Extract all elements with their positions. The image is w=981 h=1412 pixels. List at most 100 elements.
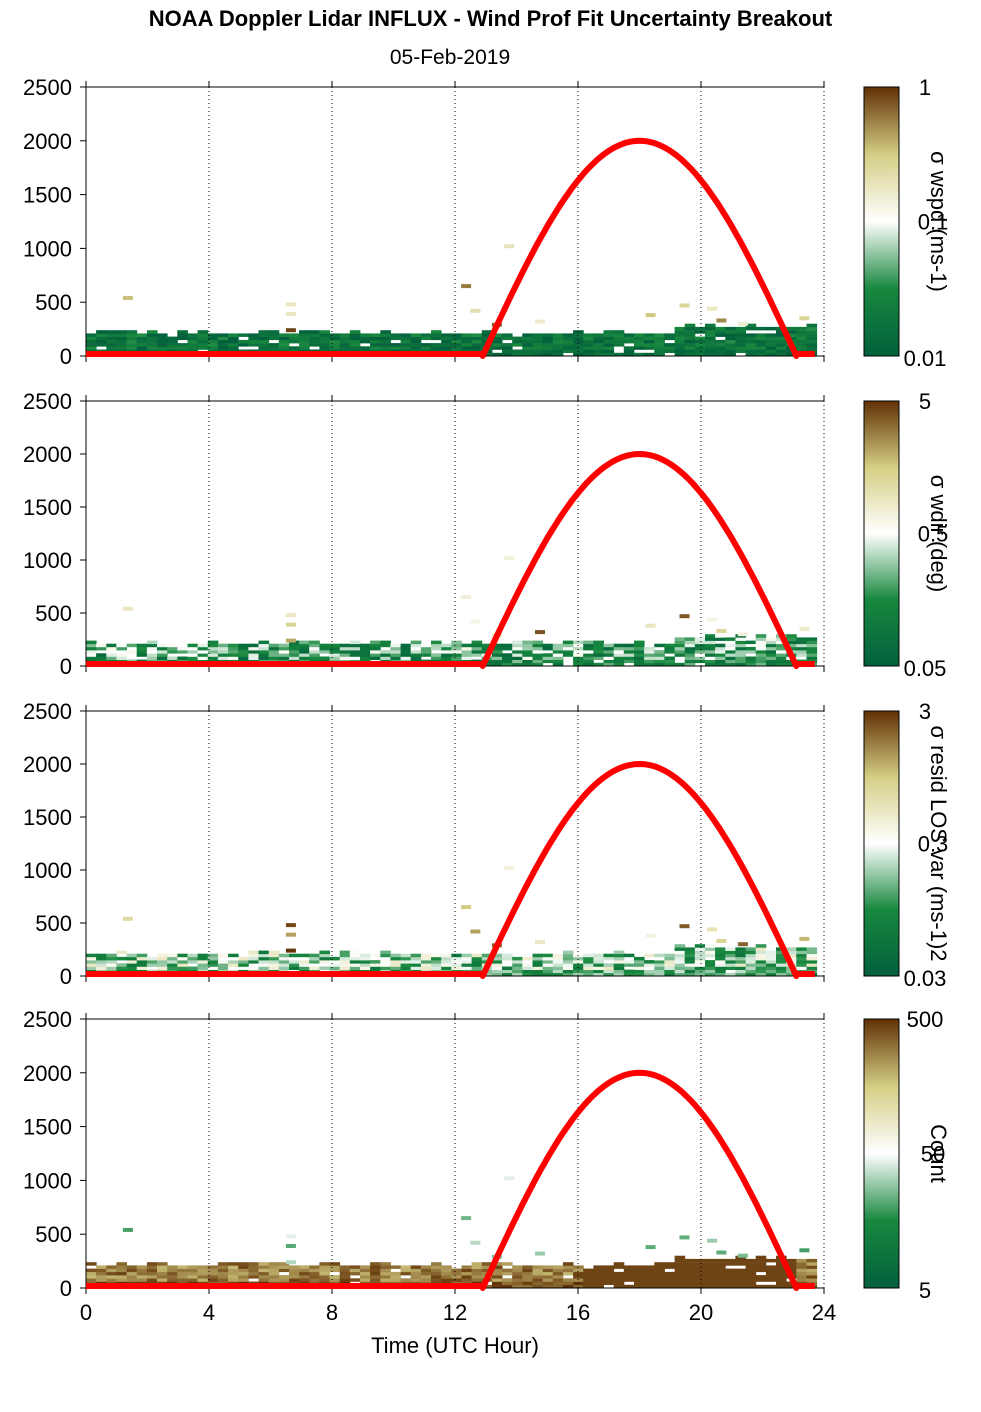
heatmap-cell [390, 1265, 401, 1269]
heatmap-cells [86, 1176, 818, 1289]
heatmap-cell [755, 343, 767, 347]
heatmap-cell [715, 1278, 726, 1282]
heatmap-cell [634, 963, 645, 967]
heatmap-cell [309, 1271, 320, 1276]
heatmap-cell [106, 346, 117, 350]
heatmap-cell [400, 963, 412, 967]
heatmap-cell [735, 1284, 746, 1289]
heatmap-cell [451, 339, 462, 344]
heatmap-cell [441, 956, 452, 961]
heatmap-cell [562, 1262, 574, 1266]
heatmap-cell [248, 1275, 259, 1279]
heatmap-cell [532, 656, 544, 660]
heatmap-echo [122, 1227, 133, 1232]
heatmap-echo [461, 905, 472, 910]
heatmap-cell [623, 653, 635, 657]
heatmap-cell [146, 653, 158, 657]
heatmap-cell [86, 646, 97, 651]
heatmap-cell [786, 330, 797, 334]
heatmap-cell [370, 960, 381, 964]
heatmap-cell [583, 646, 594, 651]
heatmap-cell [745, 349, 757, 353]
heatmap-cell [278, 956, 290, 961]
heatmap-echo [535, 1251, 545, 1256]
heatmap-cell [593, 963, 604, 967]
heatmap-cell [725, 349, 736, 353]
heatmap-cell [715, 1262, 726, 1266]
heatmap-cell [765, 1278, 777, 1282]
heatmap-cell [471, 343, 483, 347]
heatmap-cell [806, 333, 818, 337]
heatmap-cell [136, 960, 148, 964]
heatmap-cell [217, 656, 229, 660]
heatmap-cell [187, 653, 199, 657]
heatmap-cell [674, 1255, 686, 1260]
heatmap-cell [684, 1258, 696, 1263]
heatmap-cell [96, 339, 107, 344]
heatmap-cell [451, 346, 462, 350]
heatmap-cell [238, 960, 249, 964]
heatmap-cell [96, 963, 107, 967]
heatmap-cell [299, 1265, 310, 1269]
heatmap-cell [451, 656, 462, 660]
heatmap-cell [86, 640, 97, 645]
heatmap-cell [491, 956, 503, 961]
heatmap-cell [157, 960, 168, 964]
heatmap-cell [796, 336, 807, 341]
heatmap-cell [197, 330, 209, 334]
heatmap-cell [207, 640, 219, 645]
heatmap-cell [258, 966, 270, 970]
heatmap-cell [96, 343, 107, 347]
heatmap-cell [228, 653, 239, 657]
heatmap-cell [380, 966, 391, 970]
heatmap-cell [360, 339, 371, 344]
heatmap-cell [552, 646, 564, 651]
heatmap-cell [248, 343, 259, 347]
heatmap-cell [238, 1278, 249, 1282]
heatmap-cell [623, 643, 635, 648]
heatmap-cell [603, 650, 615, 654]
heatmap-cell [461, 643, 473, 648]
heatmap-cell [765, 637, 777, 641]
heatmap-cell [562, 333, 574, 337]
heatmap-cell [562, 956, 574, 961]
heatmap-cell [674, 662, 686, 667]
heatmap-cell [705, 1268, 716, 1273]
heatmap-cell [755, 659, 767, 664]
heatmap-cell [806, 646, 818, 651]
heatmap-cell [116, 339, 127, 344]
heatmap-cell [512, 650, 523, 654]
heatmap-cell [268, 1265, 280, 1269]
heatmap-echo [285, 622, 296, 627]
heatmap-cell [502, 1284, 513, 1289]
heatmap-cell [705, 326, 716, 331]
heatmap-cell [278, 1265, 290, 1269]
heatmap-cell [502, 333, 513, 337]
heatmap-cell [522, 659, 533, 664]
heatmap-cell [339, 643, 351, 648]
heatmap-cell [136, 336, 148, 341]
heatmap-cell [86, 333, 97, 337]
heatmap-cell [745, 950, 757, 955]
heatmap-cell [187, 960, 199, 964]
heatmap-cell [623, 1275, 635, 1279]
heatmap-echo [679, 924, 690, 929]
heatmap-cell [491, 953, 503, 958]
heatmap-cell [370, 1262, 381, 1266]
heatmap-cell [552, 343, 564, 347]
heatmap-cell [735, 343, 746, 347]
heatmap-cell [167, 656, 178, 660]
heatmap-cell [512, 646, 523, 651]
heatmap-cell [603, 643, 615, 648]
heatmap-cell [258, 1271, 270, 1276]
heatmap-cell [613, 1284, 625, 1289]
heatmap-cell [552, 972, 564, 977]
heatmap-cell [725, 1281, 736, 1285]
heatmap-cell [400, 643, 412, 648]
heatmap-cell [765, 953, 777, 958]
heatmap-cell [745, 336, 757, 341]
heatmap-cell [309, 1275, 320, 1279]
heatmap-cell [583, 336, 594, 341]
